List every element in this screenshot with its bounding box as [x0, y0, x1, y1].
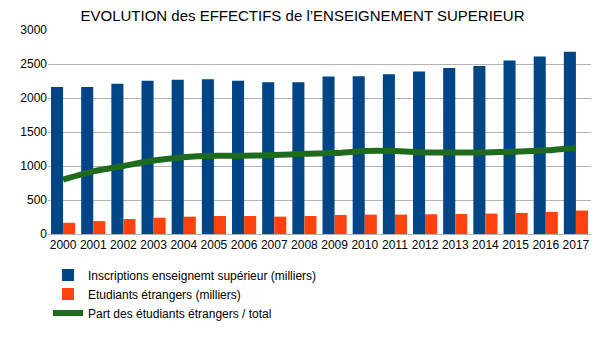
svg-text:2004: 2004	[170, 238, 197, 252]
svg-text:2011: 2011	[382, 238, 408, 252]
svg-text:1000: 1000	[20, 159, 47, 173]
svg-text:2006: 2006	[231, 238, 258, 252]
svg-text:2005: 2005	[201, 238, 228, 252]
svg-text:2000: 2000	[20, 91, 47, 105]
svg-text:2000: 2000	[50, 238, 77, 252]
svg-text:3000: 3000	[20, 23, 47, 37]
svg-text:2014: 2014	[472, 238, 499, 252]
svg-text:2007: 2007	[261, 238, 288, 252]
svg-text:500: 500	[27, 193, 47, 207]
svg-text:0: 0	[40, 227, 47, 241]
svg-text:2017: 2017	[563, 238, 590, 252]
svg-text:2010: 2010	[351, 238, 378, 252]
svg-text:2500: 2500	[20, 57, 47, 71]
svg-text:2016: 2016	[532, 238, 559, 252]
svg-text:2003: 2003	[140, 238, 167, 252]
svg-text:2015: 2015	[502, 238, 529, 252]
svg-text:2013: 2013	[442, 238, 469, 252]
svg-text:2009: 2009	[321, 238, 348, 252]
svg-text:Inscriptions enseignemt supéri: Inscriptions enseignemt supérieur (milli…	[88, 269, 316, 283]
svg-text:Etudiants étrangers (milliers): Etudiants étrangers (milliers)	[88, 288, 241, 302]
svg-text:2008: 2008	[291, 238, 318, 252]
svg-text:2001: 2001	[80, 238, 107, 252]
svg-text:2012: 2012	[412, 238, 439, 252]
svg-text:Part des étudiants étrangers /: Part des étudiants étrangers / total	[88, 307, 271, 321]
svg-text:EVOLUTION des EFFECTIFS de l’E: EVOLUTION des EFFECTIFS de l’ENSEIGNEMEN…	[81, 7, 525, 24]
svg-text:2002: 2002	[110, 238, 137, 252]
svg-text:1500: 1500	[20, 125, 47, 139]
